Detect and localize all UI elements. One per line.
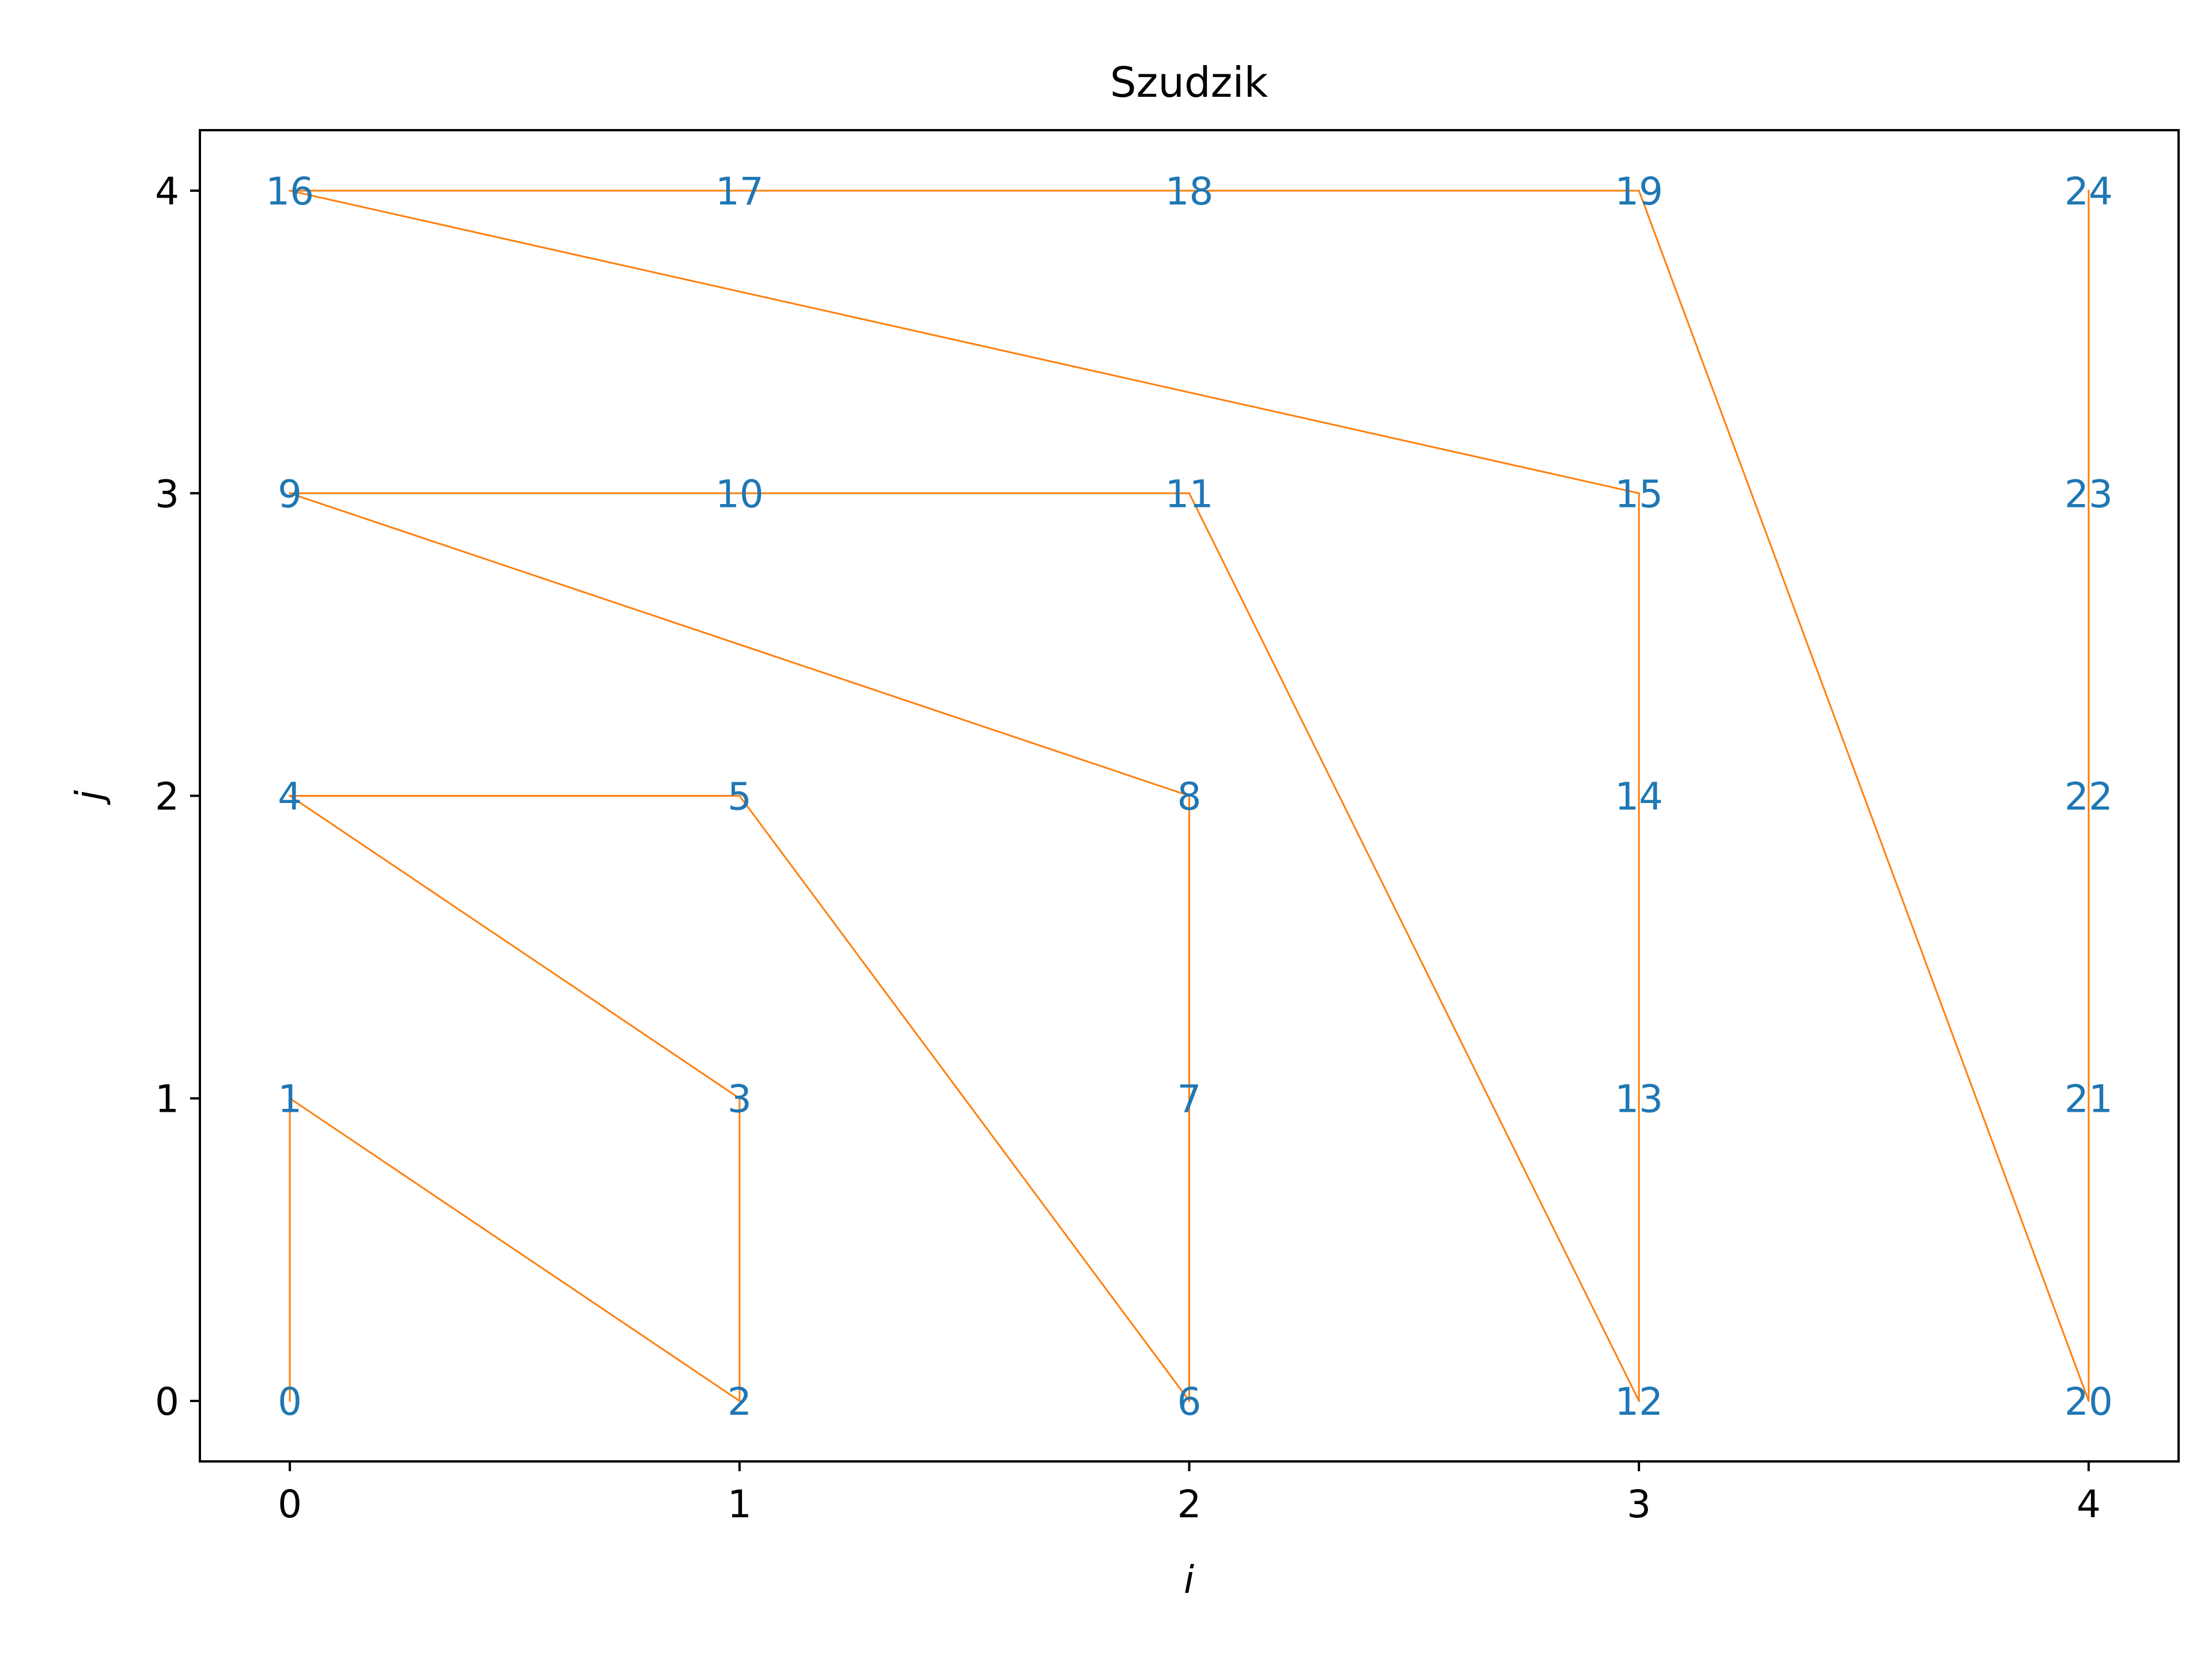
point-label-19: 19 <box>1615 169 1663 214</box>
point-label-7: 7 <box>1177 1077 1202 1122</box>
y-tick-label: 0 <box>155 1380 179 1424</box>
point-label-9: 9 <box>278 472 302 516</box>
point-label-10: 10 <box>715 472 764 516</box>
point-label-22: 22 <box>2065 775 2113 819</box>
point-label-21: 21 <box>2065 1077 2113 1122</box>
point-label-13: 13 <box>1615 1077 1663 1122</box>
point-label-2: 2 <box>728 1380 752 1424</box>
y-tick-label: 1 <box>155 1077 179 1122</box>
path-segment-8-9 <box>289 492 1191 797</box>
x-tick-label: 4 <box>2077 1482 2101 1527</box>
x-axis-ticks: 0 1 2 3 4 <box>278 1461 2101 1527</box>
point-label-17: 17 <box>715 169 764 214</box>
point-label-6: 6 <box>1177 1380 1202 1424</box>
x-tick-label: 1 <box>728 1482 752 1527</box>
x-tick-label: 0 <box>278 1482 302 1527</box>
point-label-12: 12 <box>1615 1380 1663 1424</box>
path-segment-5-6 <box>738 794 1191 1403</box>
point-label-14: 14 <box>1615 775 1663 819</box>
path-segment-11-12 <box>1188 492 1641 1402</box>
point-label-16: 16 <box>266 169 314 214</box>
y-axis-ticks: 0 1 2 3 4 <box>155 169 200 1424</box>
path-segment-3-4 <box>289 794 741 1100</box>
y-tick-label: 3 <box>155 472 179 516</box>
x-axis-label: i <box>1184 1558 1195 1602</box>
point-label-15: 15 <box>1615 472 1663 516</box>
point-label-4: 4 <box>278 775 302 819</box>
point-label-8: 8 <box>1177 775 1202 819</box>
point-label-23: 23 <box>2065 472 2113 516</box>
point-label-5: 5 <box>728 775 752 819</box>
path-layer <box>289 190 2090 1403</box>
y-tick-label: 4 <box>155 169 179 214</box>
y-tick-label: 2 <box>155 775 179 819</box>
chart-title: Szudzik <box>1110 58 1268 107</box>
point-label-3: 3 <box>728 1077 752 1122</box>
point-label-18: 18 <box>1165 169 1214 214</box>
x-tick-label: 2 <box>1177 1482 1202 1527</box>
path-segment-19-20 <box>1638 190 2090 1402</box>
point-label-0: 0 <box>278 1380 302 1424</box>
path-segment-15-16 <box>289 190 1640 495</box>
path-segment-1-2 <box>289 1097 741 1403</box>
point-label-1: 1 <box>278 1077 302 1122</box>
x-tick-label: 3 <box>1627 1482 1651 1527</box>
point-label-11: 11 <box>1165 472 1214 516</box>
point-label-20: 20 <box>2065 1380 2113 1424</box>
point-label-24: 24 <box>2065 169 2113 214</box>
